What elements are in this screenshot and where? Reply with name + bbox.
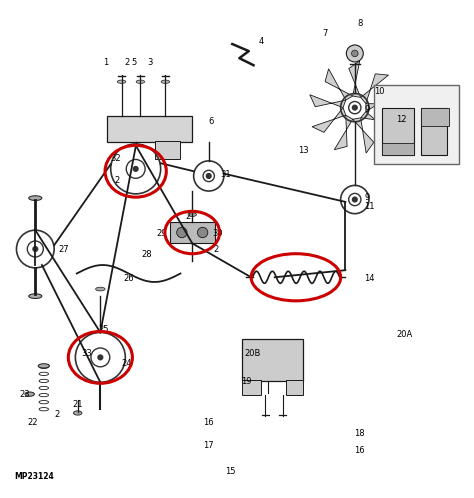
Polygon shape — [349, 61, 361, 98]
Circle shape — [352, 50, 358, 57]
Circle shape — [353, 105, 357, 110]
Text: 14: 14 — [364, 274, 375, 283]
Circle shape — [133, 166, 138, 171]
Circle shape — [206, 174, 211, 178]
Polygon shape — [310, 95, 346, 108]
Circle shape — [177, 227, 187, 238]
Text: 21: 21 — [72, 400, 82, 409]
Bar — [421, 108, 447, 155]
Text: 11: 11 — [364, 202, 375, 211]
Ellipse shape — [117, 80, 126, 83]
Text: 2: 2 — [213, 245, 219, 253]
Text: 29: 29 — [156, 230, 166, 239]
Bar — [108, 116, 192, 142]
Polygon shape — [353, 118, 374, 153]
Text: 20B: 20B — [244, 349, 260, 358]
Text: 15: 15 — [225, 467, 236, 476]
Text: 28: 28 — [142, 250, 153, 259]
Text: 19: 19 — [241, 377, 251, 386]
Text: 33: 33 — [82, 349, 92, 358]
Text: 20A: 20A — [396, 330, 412, 339]
Text: 16: 16 — [203, 418, 214, 427]
Text: 26: 26 — [123, 274, 134, 283]
Bar — [242, 339, 303, 381]
Text: 22: 22 — [27, 418, 38, 427]
Text: 30: 30 — [212, 230, 223, 239]
Text: 8: 8 — [357, 19, 363, 28]
Circle shape — [346, 45, 363, 62]
Bar — [285, 380, 303, 395]
Bar — [382, 143, 414, 155]
Text: 4: 4 — [258, 37, 264, 46]
Text: 10: 10 — [374, 87, 384, 96]
Ellipse shape — [29, 196, 42, 201]
Ellipse shape — [38, 364, 49, 368]
Ellipse shape — [96, 287, 105, 291]
Text: 3: 3 — [147, 58, 153, 67]
Ellipse shape — [25, 392, 35, 396]
Polygon shape — [361, 74, 389, 104]
Text: 13: 13 — [298, 145, 309, 154]
Text: 27: 27 — [58, 246, 69, 254]
Text: 31: 31 — [220, 170, 231, 179]
Polygon shape — [334, 115, 353, 150]
Bar — [382, 108, 414, 155]
Circle shape — [33, 247, 37, 251]
Ellipse shape — [29, 294, 42, 298]
Text: MP23124: MP23124 — [15, 472, 55, 481]
Text: 24: 24 — [121, 359, 132, 368]
Text: 7: 7 — [322, 29, 327, 38]
Bar — [421, 108, 449, 126]
Circle shape — [98, 355, 103, 360]
Polygon shape — [325, 69, 353, 100]
Polygon shape — [361, 112, 392, 135]
Ellipse shape — [73, 411, 82, 415]
Text: 32: 32 — [111, 154, 121, 163]
Text: 2: 2 — [185, 212, 191, 221]
Text: 25: 25 — [98, 325, 109, 334]
Polygon shape — [366, 95, 401, 112]
Text: 2: 2 — [115, 176, 120, 185]
Text: 1: 1 — [103, 58, 108, 67]
Ellipse shape — [188, 213, 197, 217]
Text: 9: 9 — [364, 193, 369, 202]
Text: 23: 23 — [19, 389, 30, 398]
Ellipse shape — [136, 80, 145, 83]
Text: 6: 6 — [209, 117, 214, 126]
Text: 5: 5 — [131, 58, 136, 67]
Polygon shape — [312, 108, 346, 132]
Bar — [374, 85, 459, 164]
Bar — [155, 140, 181, 159]
Bar — [170, 222, 215, 244]
Text: 18: 18 — [354, 429, 365, 438]
Text: 2: 2 — [124, 58, 129, 67]
Text: 9: 9 — [364, 106, 369, 115]
Text: 2: 2 — [54, 410, 59, 419]
Text: 16: 16 — [354, 446, 365, 455]
Text: 12: 12 — [396, 115, 407, 124]
Ellipse shape — [161, 80, 170, 83]
Bar — [242, 380, 261, 395]
Text: 17: 17 — [203, 441, 214, 451]
Circle shape — [353, 197, 357, 202]
Circle shape — [197, 227, 208, 238]
